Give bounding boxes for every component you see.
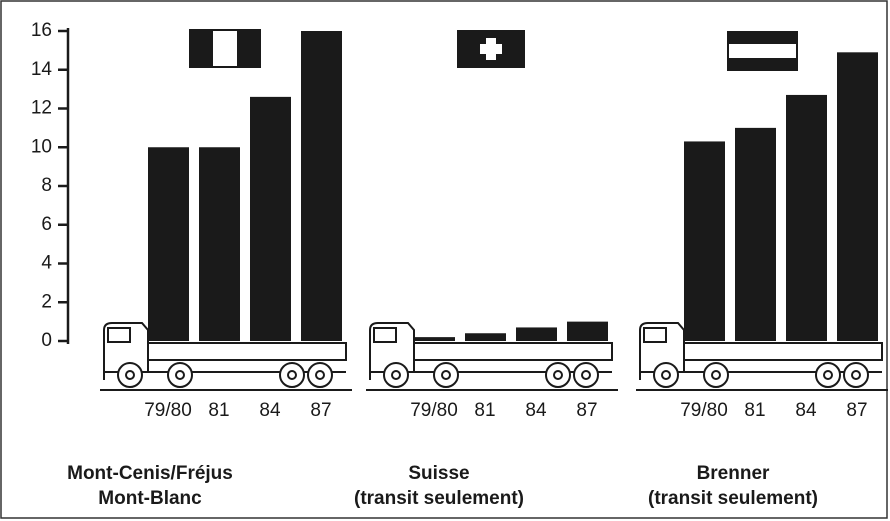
- bar: [684, 141, 725, 341]
- truck-wheel: [654, 363, 678, 387]
- bar: [250, 97, 291, 341]
- truck-wheel: [384, 363, 408, 387]
- y-tick-label: 8: [41, 175, 52, 196]
- y-tick-label: 2: [41, 291, 52, 312]
- truck-bed: [684, 343, 882, 360]
- x-tick-label: 81: [208, 400, 229, 421]
- bar: [516, 327, 557, 341]
- truck-wheel: [574, 363, 598, 387]
- y-tick-label: 14: [31, 59, 53, 80]
- x-tick-label: 81: [474, 400, 495, 421]
- group-label: (transit seulement): [648, 488, 818, 509]
- x-tick-label: 79/80: [680, 400, 728, 421]
- truck-bed: [414, 343, 612, 360]
- x-tick-label: 87: [576, 400, 597, 421]
- truck-wheel: [844, 363, 868, 387]
- x-tick-label: 84: [259, 400, 281, 421]
- group-label: (transit seulement): [354, 488, 524, 509]
- bar: [414, 337, 455, 341]
- truck-wheel: [280, 363, 304, 387]
- y-tick-label: 12: [31, 98, 52, 119]
- y-tick-label: 6: [41, 214, 52, 235]
- y-tick-label: 0: [41, 330, 52, 351]
- bar: [465, 333, 506, 341]
- x-tick-label: 84: [795, 400, 817, 421]
- x-tick-label: 79/80: [144, 400, 192, 421]
- truck-wheel: [434, 363, 458, 387]
- truck-wheel: [704, 363, 728, 387]
- x-tick-label: 87: [310, 400, 331, 421]
- flag-italy: [190, 30, 260, 67]
- bar: [148, 147, 189, 341]
- y-tick-label: 4: [41, 253, 52, 274]
- group-label: Mont-Cenis/Fréjus: [67, 463, 233, 484]
- flag-switzerland: [457, 30, 525, 68]
- group-label: Mont-Blanc: [98, 488, 202, 509]
- x-tick-label: 87: [846, 400, 867, 421]
- chart: 0 2 4 6 8 10 12 14 16 79/80 81 84 87 Mont-Cenis/Fréju…: [0, 0, 890, 521]
- bar: [837, 52, 878, 341]
- y-tick-label: 10: [31, 136, 52, 157]
- x-tick-label: 81: [744, 400, 765, 421]
- group-label: Brenner: [697, 463, 770, 484]
- y-tick-label: 16: [31, 20, 52, 41]
- truck-wheel: [816, 363, 840, 387]
- bar: [567, 322, 608, 341]
- flag-austria: [728, 32, 797, 70]
- bar: [735, 128, 776, 341]
- x-tick-label: 79/80: [410, 400, 458, 421]
- x-tick-label: 84: [525, 400, 547, 421]
- group-label: Suisse: [408, 463, 469, 484]
- bar: [199, 147, 240, 341]
- bar: [786, 95, 827, 341]
- truck-wheel: [308, 363, 332, 387]
- truck-bed: [148, 343, 346, 360]
- truck-wheel: [118, 363, 142, 387]
- truck-wheel: [546, 363, 570, 387]
- bar: [301, 31, 342, 341]
- truck-wheel: [168, 363, 192, 387]
